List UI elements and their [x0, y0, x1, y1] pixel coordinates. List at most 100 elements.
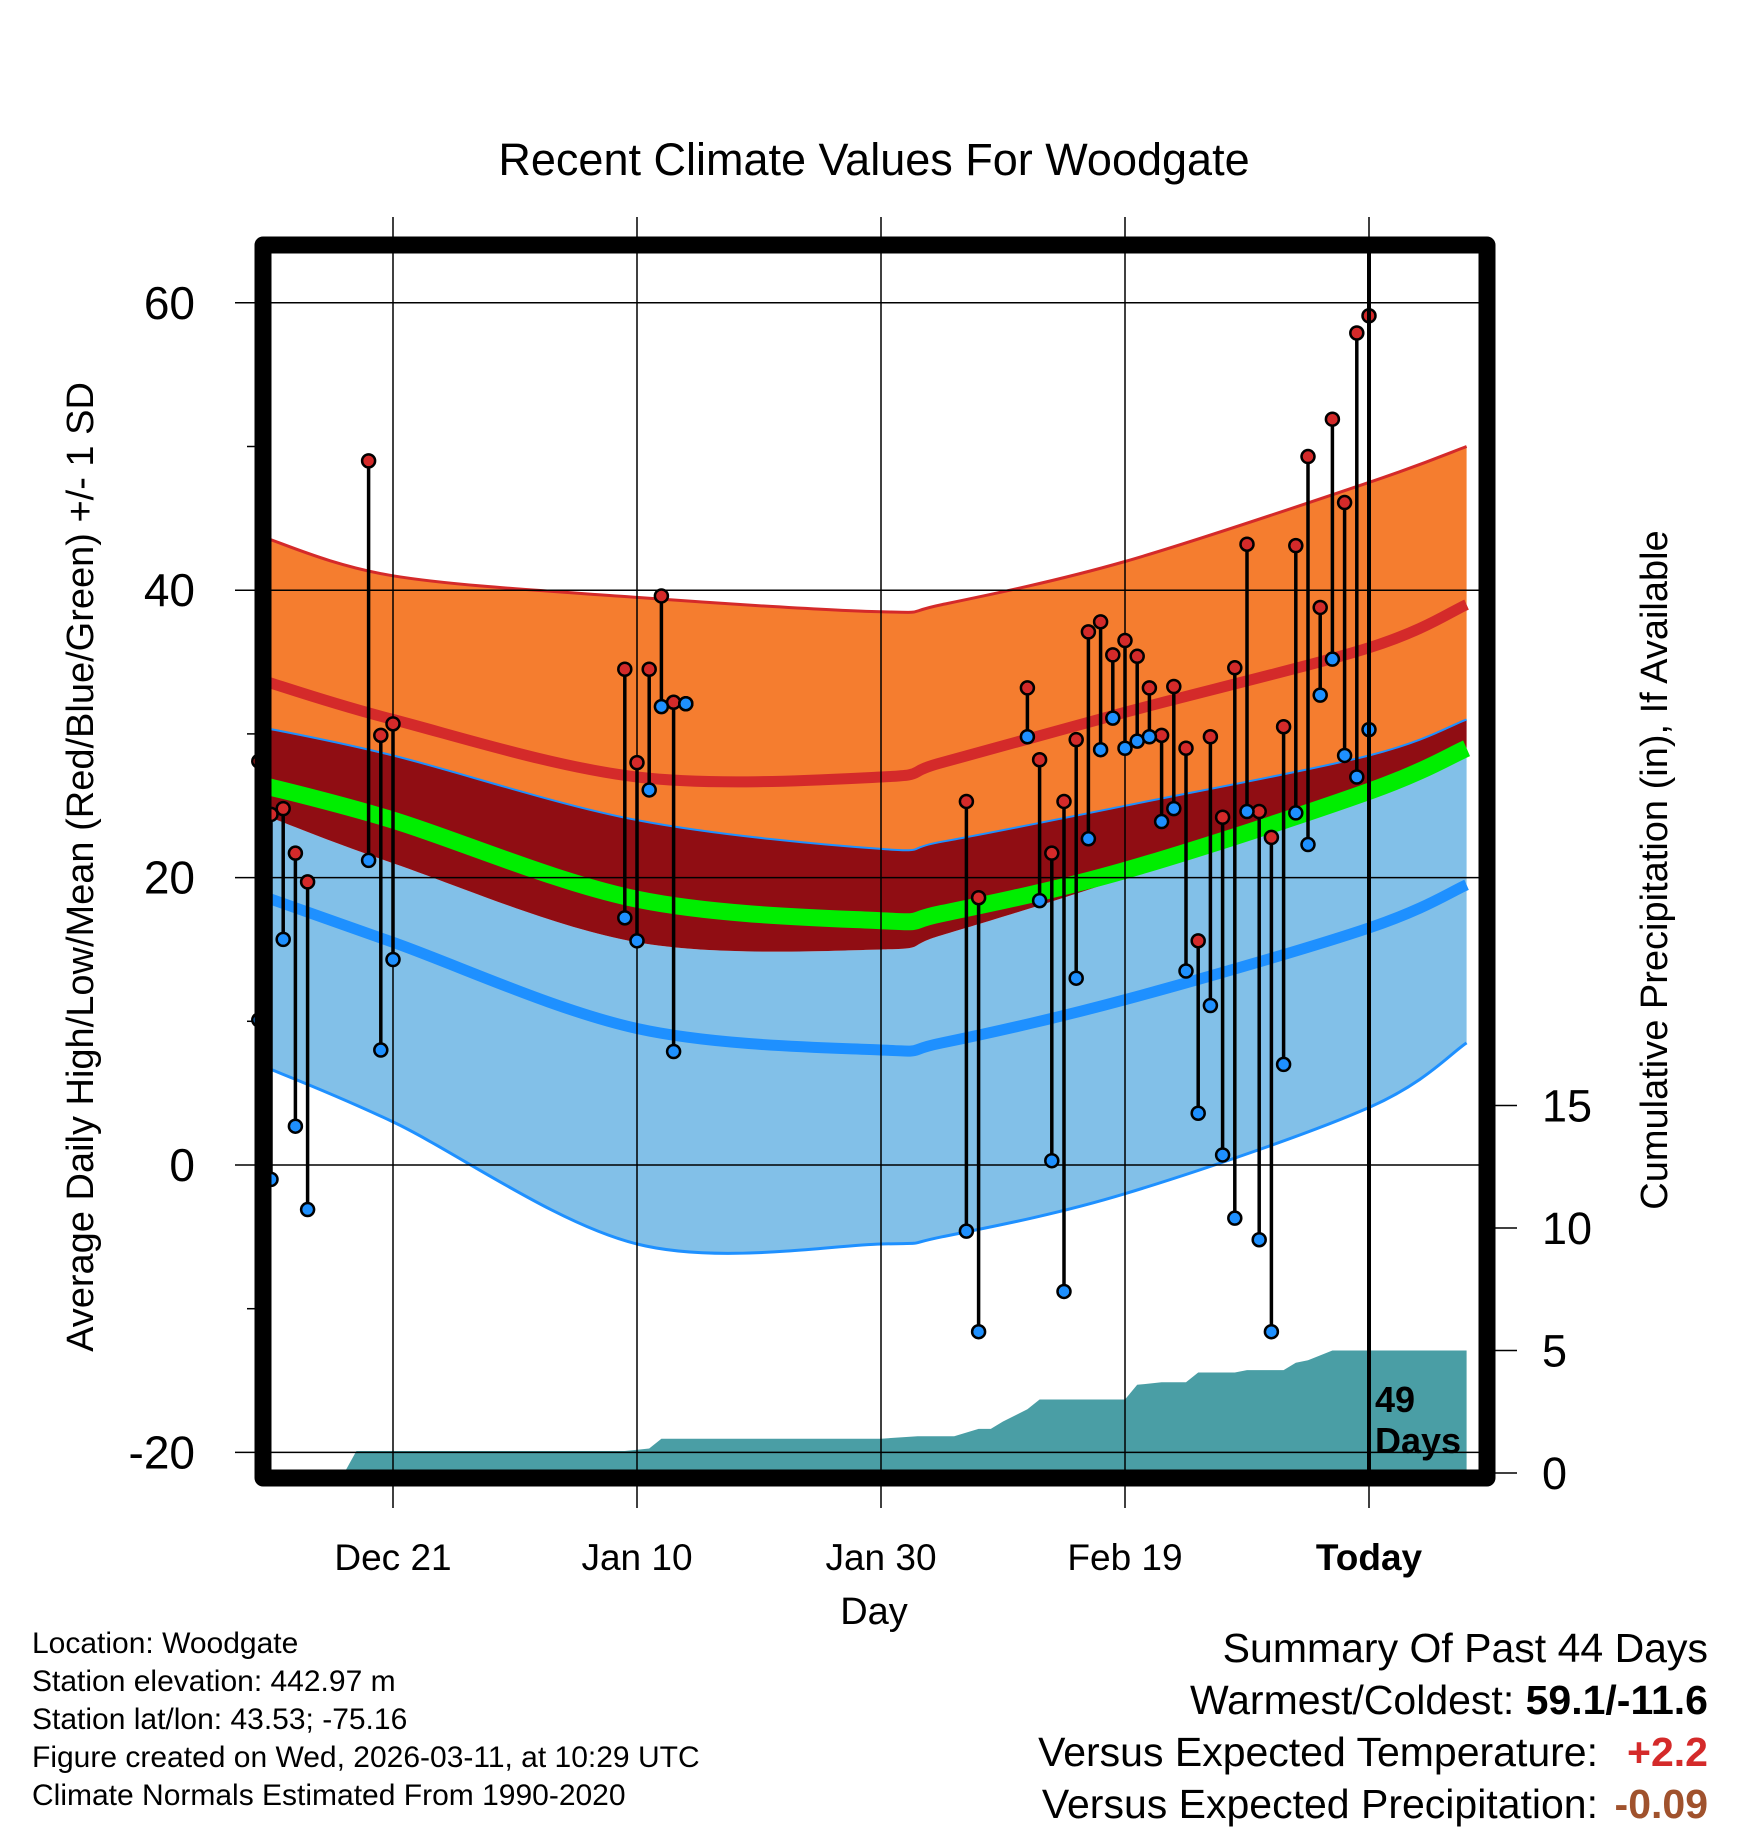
high-point — [1141, 680, 1158, 696]
y-tick-label: 60 — [144, 277, 195, 329]
high-point — [1227, 660, 1243, 676]
low-point — [299, 1201, 316, 1218]
low-point — [1288, 805, 1304, 821]
low-point — [1166, 800, 1182, 817]
high-point — [1117, 632, 1133, 649]
high-point — [1044, 845, 1060, 861]
low-point — [1019, 729, 1036, 745]
low-point — [1068, 970, 1084, 986]
high-point — [299, 874, 316, 890]
low-point — [1312, 687, 1328, 703]
high-point — [1202, 729, 1219, 745]
low-point — [617, 910, 633, 926]
x-tick-label: Feb 19 — [1067, 1537, 1182, 1578]
mean-band — [263, 719, 1467, 952]
high-point — [275, 800, 291, 817]
low-point — [653, 698, 670, 715]
low-point — [1092, 741, 1109, 758]
high-point — [1300, 448, 1316, 465]
low-point — [1324, 651, 1341, 667]
elevation-text: Station elevation: 442.97 m — [32, 1665, 396, 1698]
precip-value: -0.09 — [1614, 1781, 1708, 1827]
x-axis-label: Day — [840, 1591, 908, 1633]
high-point — [1312, 599, 1328, 616]
low-point — [641, 782, 657, 798]
location-text: Location: Woodgate — [32, 1627, 299, 1660]
summary-panel: Summary Of Past 44 Days Warmest/Coldest:… — [1038, 1622, 1708, 1830]
high-point — [629, 754, 645, 771]
low-point — [1031, 892, 1048, 909]
low-point — [360, 852, 377, 869]
low-minus-sd-line — [263, 1041, 1468, 1255]
high-point — [1336, 494, 1353, 511]
y2-tick-label: 10 — [1542, 1203, 1592, 1254]
warm-cold-row: Warmest/Coldest: 59.1/-11.6 — [1038, 1674, 1708, 1726]
low-point — [958, 1223, 975, 1239]
y2-tick-label: 15 — [1542, 1081, 1592, 1132]
high-point — [1129, 648, 1145, 665]
x-tick-label: Jan 10 — [581, 1537, 692, 1578]
x-tick-label: Today — [1316, 1537, 1423, 1578]
temp-row: Versus Expected Temperature: +2.2 — [1038, 1726, 1708, 1778]
low-point — [678, 695, 694, 712]
high-plus-sd-line — [263, 445, 1468, 614]
high-point — [1190, 933, 1206, 949]
low-point — [1153, 813, 1170, 830]
low-point — [629, 933, 645, 949]
warm-cold-label: Warmest/Coldest: — [1189, 1677, 1526, 1723]
high-point — [641, 661, 657, 677]
high-point — [1263, 829, 1280, 846]
low-point — [1141, 729, 1158, 745]
precip-label: Versus Expected Precipitation: — [1041, 1781, 1598, 1827]
summary-title: Summary Of Past 44 Days — [1222, 1625, 1708, 1671]
chart-title: Recent Climate Values For Woodgate — [498, 134, 1249, 185]
high-point — [1324, 411, 1341, 427]
high-point — [1092, 614, 1109, 630]
low-point — [373, 1042, 389, 1058]
high-point — [360, 453, 377, 469]
low-point — [287, 1118, 304, 1134]
high-point — [1019, 680, 1036, 696]
low-point — [1056, 1283, 1072, 1300]
low-point — [1300, 836, 1316, 853]
warm-cold-value: 59.1/-11.6 — [1525, 1677, 1708, 1723]
low-point — [275, 931, 291, 948]
high-point — [1105, 647, 1121, 663]
high-point — [617, 661, 633, 677]
high-point — [1068, 731, 1084, 748]
high-point — [970, 889, 987, 906]
high-point — [1349, 325, 1365, 341]
low-point — [1227, 1210, 1243, 1226]
high-point — [1080, 624, 1097, 640]
high-point — [958, 793, 975, 810]
high-point — [1056, 793, 1072, 810]
low-point — [1105, 710, 1121, 726]
y-tick-label: 0 — [169, 1139, 195, 1191]
temp-label: Versus Expected Temperature: — [1038, 1729, 1598, 1775]
low-point — [970, 1323, 987, 1340]
days-word: Days — [1375, 1420, 1461, 1461]
low-point — [1202, 997, 1219, 1014]
days-count: 49 — [1375, 1379, 1415, 1420]
low-point — [1214, 1147, 1231, 1163]
high-point — [1153, 727, 1170, 744]
high-point — [1239, 536, 1255, 552]
high-point — [1031, 752, 1048, 768]
precip-row: Versus Expected Precipitation: -0.09 — [1038, 1778, 1708, 1830]
high-sd-band — [263, 446, 1467, 851]
high-point — [287, 845, 304, 861]
high-point — [1166, 678, 1182, 695]
low-point — [1239, 803, 1255, 820]
low-point — [1117, 740, 1133, 757]
y2-tick-label: 5 — [1542, 1326, 1567, 1377]
high-point — [373, 727, 389, 744]
low-point — [665, 1043, 682, 1060]
y-tick-label: 40 — [144, 564, 195, 616]
high-point — [1288, 537, 1304, 554]
low-point — [1190, 1105, 1206, 1122]
high-point — [1178, 740, 1194, 757]
frame-rect — [254, 236, 1496, 1487]
precipitation-area — [263, 1350, 1467, 1473]
low-point — [385, 951, 401, 968]
